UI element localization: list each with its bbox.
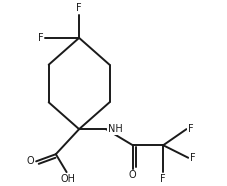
- Text: O: O: [27, 156, 34, 166]
- Text: F: F: [189, 153, 195, 163]
- Text: F: F: [37, 33, 43, 43]
- Text: F: F: [160, 174, 165, 184]
- Text: F: F: [188, 124, 193, 134]
- Text: F: F: [76, 3, 81, 13]
- Text: OH: OH: [61, 174, 76, 184]
- Text: NH: NH: [107, 124, 122, 134]
- Text: O: O: [128, 170, 136, 180]
